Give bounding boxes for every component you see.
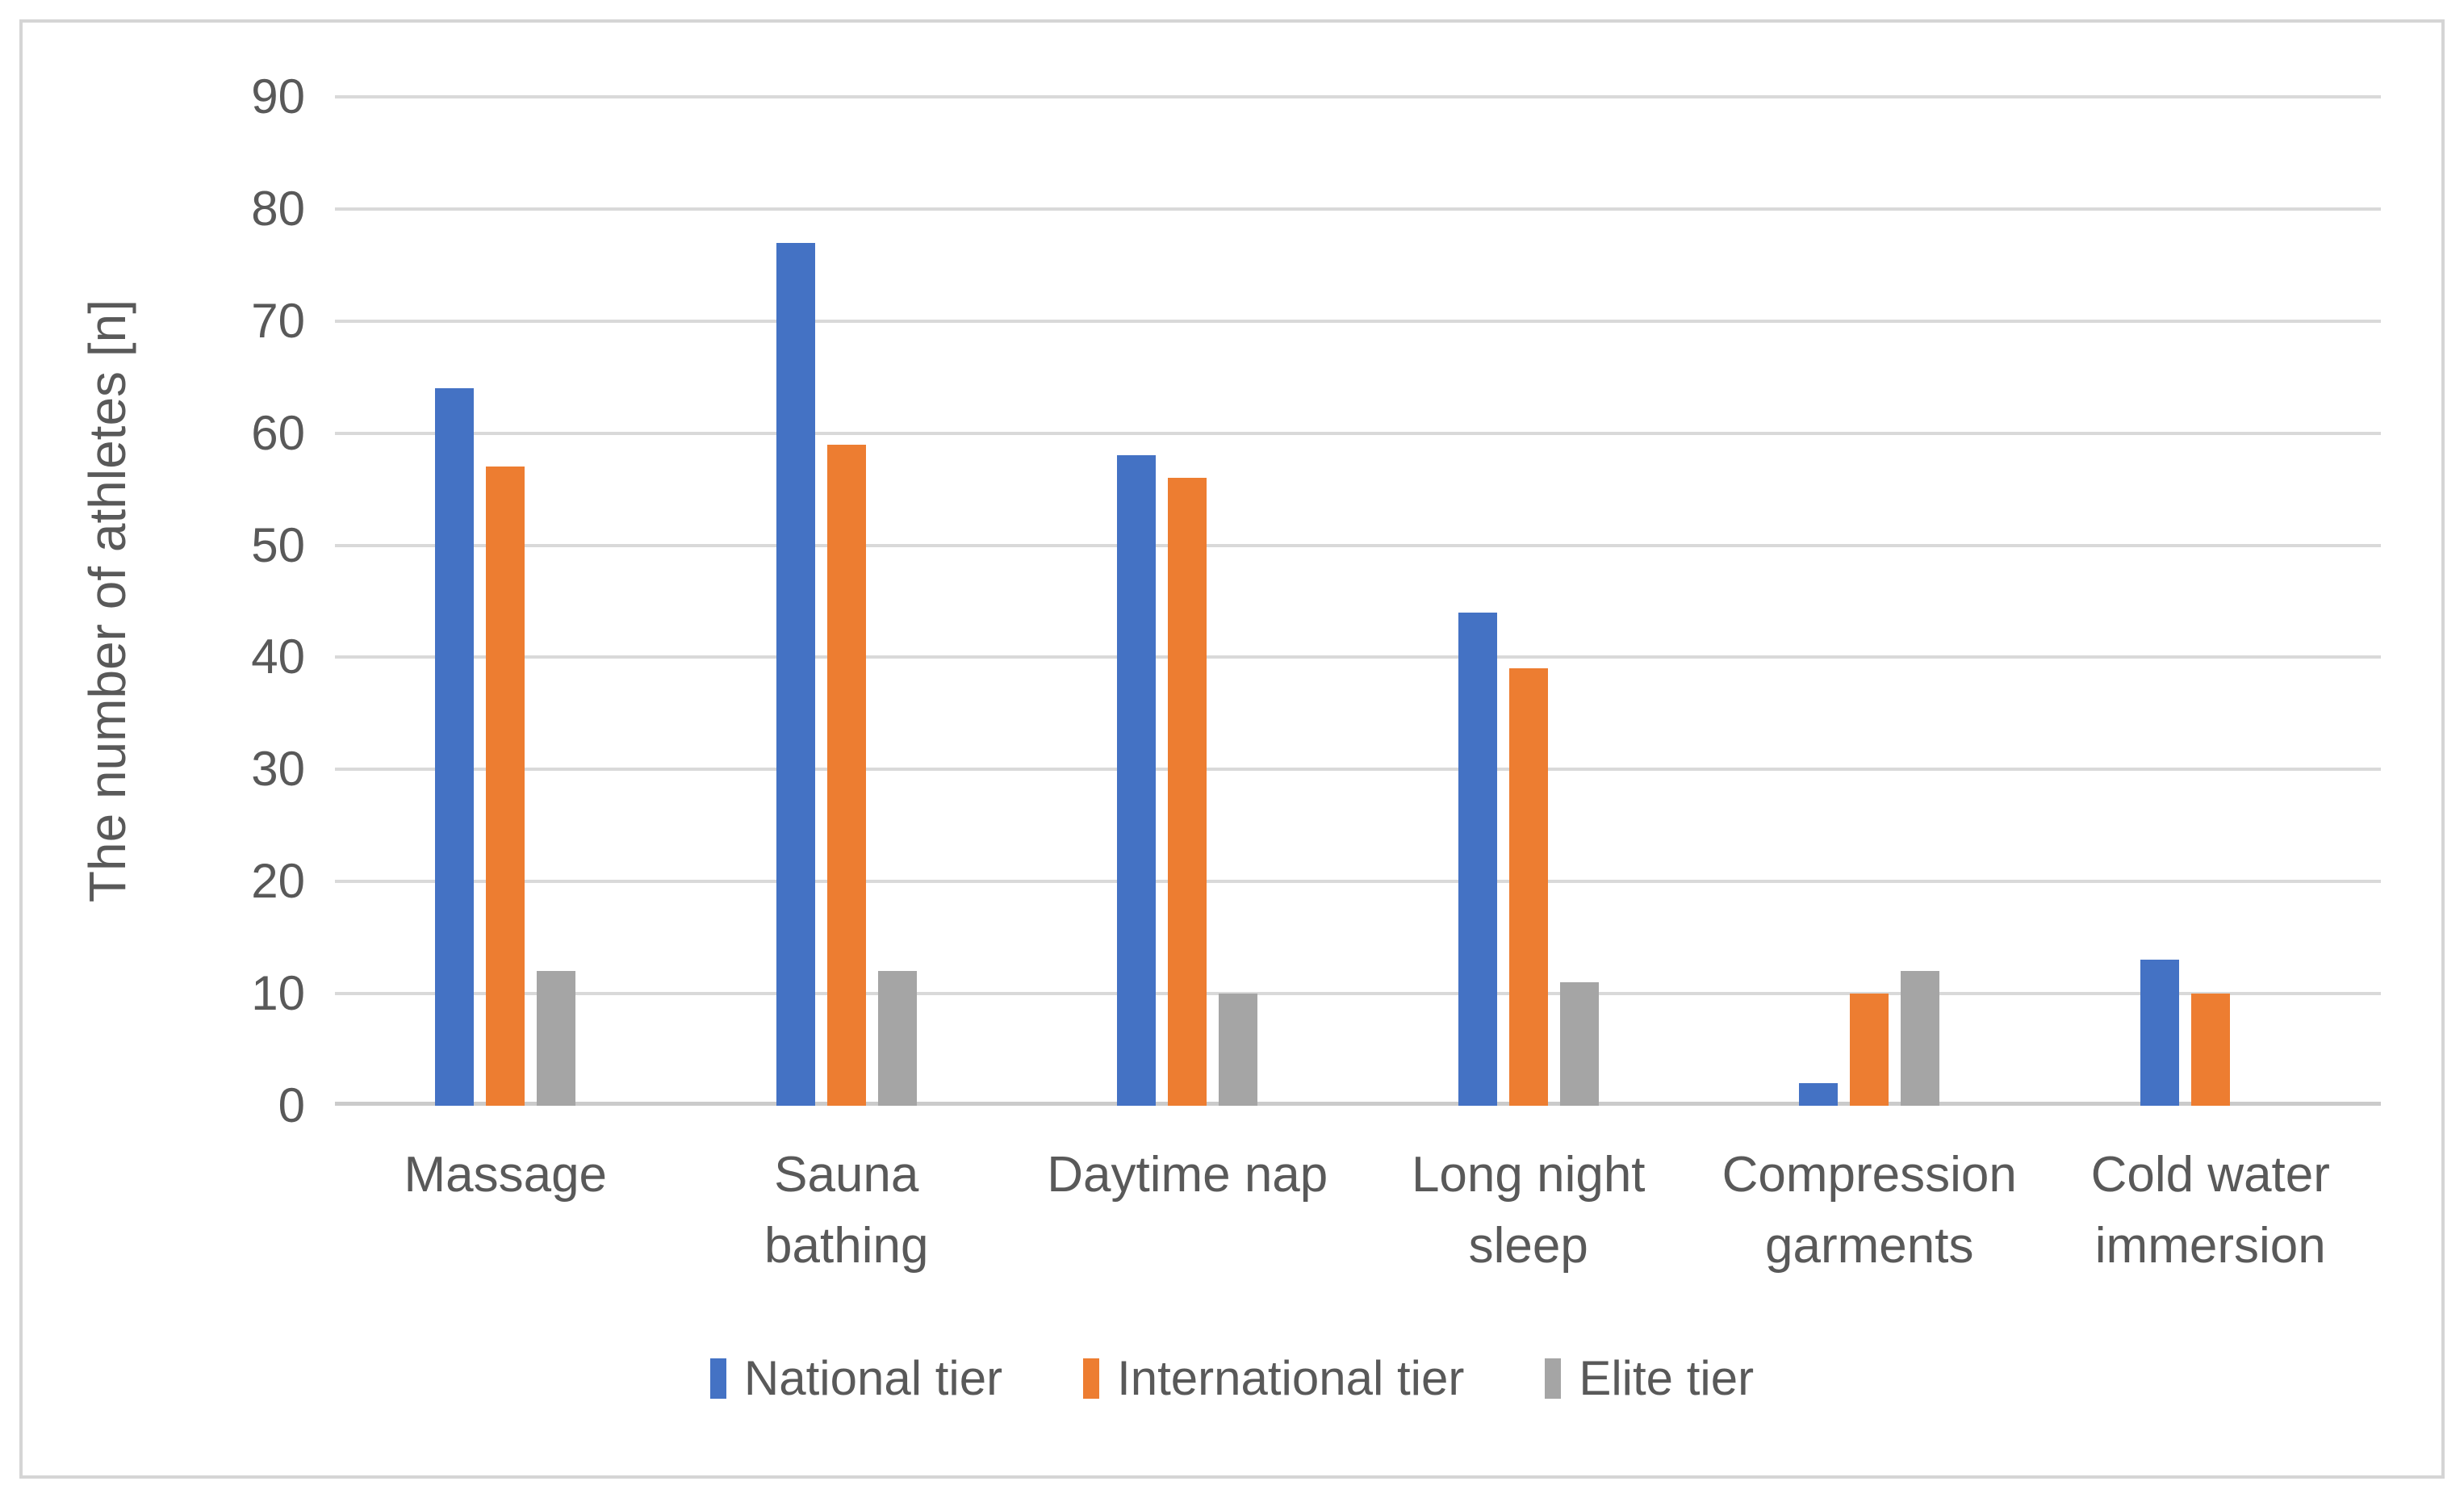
- bar-elite-tier-sauna-bathing: [877, 971, 917, 1106]
- bar-group-sauna-bathing: [676, 97, 1018, 1106]
- bar-group-daytime-nap: [1017, 97, 1358, 1106]
- bar-international-tier-compression-garments: [1850, 994, 1889, 1106]
- y-tick-label-0: 0: [278, 1078, 305, 1132]
- x-category-label-daytime-nap: Daytime nap: [1047, 1147, 1328, 1203]
- legend-label-elite-tier: Elite tier: [1579, 1351, 1755, 1405]
- legend-marker-icon-international-tier: [1083, 1358, 1100, 1399]
- x-category-label-long-night-sleep: Long night sleep: [1411, 1147, 1646, 1274]
- y-tick-label-50: 50: [251, 517, 305, 572]
- bar-elite-tier-massage: [537, 971, 576, 1106]
- bar-international-tier-long-night-sleep: [1508, 668, 1548, 1106]
- bar-international-tier-cold-water-immersion: [2190, 994, 2230, 1106]
- legend-item-elite-tier: Elite tier: [1545, 1354, 1754, 1403]
- x-axis-line: [335, 1102, 2381, 1106]
- x-axis-labels: Massage Sauna bathing Daytime nap Long nigh…: [335, 1140, 2381, 1282]
- bar-elite-tier-compression-garments: [1901, 971, 1940, 1106]
- legend-marker-icon-national-tier: [709, 1358, 726, 1399]
- bar-elite-tier-long-night-sleep: [1559, 982, 1599, 1106]
- gridline-50: [335, 543, 2381, 547]
- bar-national-tier-daytime-nap: [1117, 455, 1157, 1106]
- legend-item-international-tier: International tier: [1083, 1354, 1464, 1403]
- y-tick-label-30: 30: [251, 742, 305, 797]
- y-tick-label-20: 20: [251, 854, 305, 909]
- bar-national-tier-massage: [435, 388, 475, 1106]
- legend-item-national-tier: National tier: [709, 1351, 1003, 1405]
- x-category-label-compression-garments: Compression garments: [1721, 1147, 2017, 1274]
- gridline-20: [335, 880, 2381, 884]
- figure-border: [19, 19, 2445, 1479]
- bar-international-tier-sauna-bathing: [826, 444, 866, 1106]
- legend-label-national-tier: National tier: [743, 1351, 1003, 1405]
- bar-group-long-night-sleep: [1358, 97, 1700, 1106]
- gridline-10: [335, 992, 2381, 996]
- x-category-label-massage: Massage: [404, 1147, 608, 1203]
- x-category-label-sauna-bathing: Sauna bathing: [764, 1147, 929, 1274]
- bar-international-tier-massage: [486, 467, 525, 1106]
- gridline-70: [335, 319, 2381, 323]
- gridline-30: [335, 768, 2381, 772]
- gridline-90: [335, 95, 2381, 98]
- bar-group-cold-water-immersion: [2040, 97, 2382, 1106]
- y-tick-label-80: 80: [251, 181, 305, 236]
- legend-label-international-tier: International tier: [1117, 1351, 1465, 1405]
- bar-elite-tier-daytime-nap: [1219, 994, 1258, 1106]
- y-tick-label-10: 10: [251, 966, 305, 1021]
- bar-national-tier-cold-water-immersion: [2140, 960, 2179, 1106]
- gridline-60: [335, 431, 2381, 435]
- x-category-label-cold-water-immersion: Cold water immersion: [2090, 1147, 2330, 1274]
- gridline-40: [335, 655, 2381, 659]
- plot-area: [335, 95, 2381, 1106]
- y-tick-label-70: 70: [251, 293, 305, 348]
- y-tick-label-40: 40: [251, 630, 305, 684]
- y-axis-ticks: 0 10 20 30 40 50 60 70 80 90: [97, 73, 305, 1130]
- bar-group-massage: [335, 97, 676, 1106]
- bar-national-tier-sauna-bathing: [776, 242, 815, 1106]
- y-tick-label-60: 60: [251, 405, 305, 460]
- bar-groups: [335, 97, 2381, 1106]
- bar-international-tier-daytime-nap: [1168, 478, 1207, 1106]
- legend: National tier International tier Elite tie…: [0, 1354, 2464, 1403]
- bar-group-compression-garments: [1699, 97, 2040, 1106]
- bar-national-tier-long-night-sleep: [1458, 612, 1497, 1106]
- gridline-80: [335, 207, 2381, 211]
- y-tick-label-90: 90: [251, 69, 305, 123]
- bar-national-tier-compression-garments: [1799, 1083, 1839, 1106]
- legend-marker-icon-elite-tier: [1545, 1358, 1562, 1399]
